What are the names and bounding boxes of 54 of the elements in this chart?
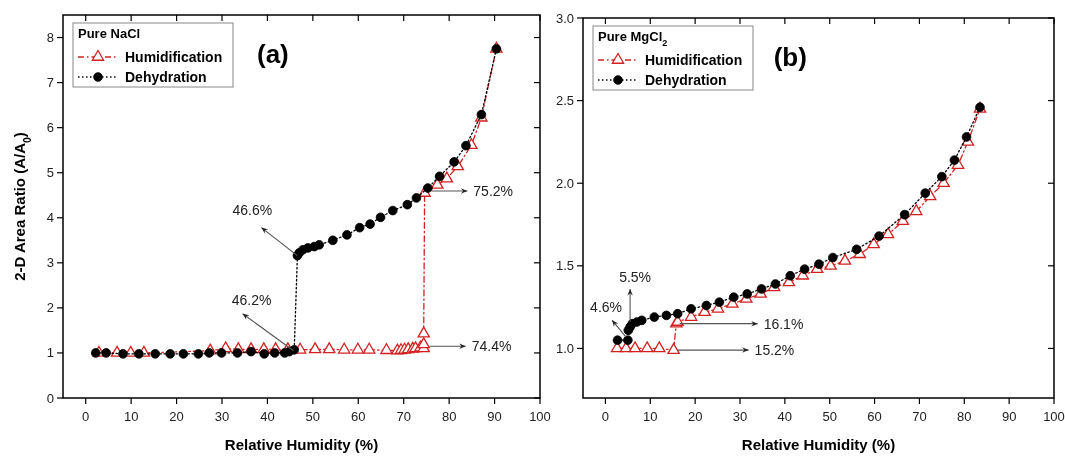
y-tick-label: 3.0 [555, 10, 574, 26]
x-tick-label: 50 [305, 409, 321, 424]
x-tick-label: 50 [822, 409, 837, 424]
legend-label: Dehydration [645, 71, 727, 88]
y-tick-label: 1.5 [555, 258, 574, 274]
annotation: 15.2% [754, 341, 795, 358]
y-tick-label: 1 [46, 345, 54, 361]
x-tick-label: 60 [867, 409, 882, 424]
x-tick-label: 0 [82, 409, 90, 424]
y-tick-label: 2.0 [555, 175, 574, 191]
y-tick-label: 2.5 [555, 93, 574, 109]
annotation: 5.5% [619, 268, 652, 285]
y-tick-label: 6 [46, 120, 54, 136]
x-tick-label: 70 [912, 409, 927, 424]
x-tick-label: 80 [441, 409, 457, 424]
y-tick-label: 8 [46, 30, 54, 46]
text: (a) [256, 39, 289, 69]
x-tick-label: 20 [687, 409, 703, 424]
text: (b) [773, 42, 807, 72]
x-tick-label: 100 [1043, 409, 1065, 424]
annotation: 74.4% [471, 338, 512, 355]
y-tick-label: 1.0 [555, 340, 574, 356]
x-axis-title: Relative Humidity (%) [224, 436, 379, 453]
y-tick-label: 7 [46, 75, 54, 91]
y-tick-label: 3 [46, 255, 54, 271]
x-tick-label: 40 [777, 409, 793, 424]
legend-label: Dehydration [125, 68, 207, 85]
x-tick-label: 90 [1001, 409, 1017, 424]
x-tick-label: 20 [169, 409, 184, 424]
y-tick-label: 4 [46, 210, 54, 226]
y-tick-label: 2 [46, 300, 54, 316]
legend-label: Humidification [125, 48, 223, 65]
x-tick-label: 100 [529, 409, 551, 424]
y-tick-label: 5 [46, 165, 54, 181]
legend-title: Pure MgCl$_{2}$ [598, 29, 668, 48]
x-tick-label: 70 [396, 409, 411, 424]
x-tick-label: 60 [351, 409, 366, 424]
annotation: 46.6% [232, 201, 273, 218]
x-tick-label: 30 [732, 409, 748, 424]
annotation: 75.2% [473, 182, 514, 199]
x-tick-label: 30 [214, 409, 230, 424]
legend-title: Pure NaCl [78, 26, 141, 41]
x-tick-label: 10 [643, 409, 658, 424]
x-tick-label: 90 [487, 409, 502, 424]
x-tick-label: 40 [260, 409, 275, 424]
x-tick-label: 10 [123, 409, 139, 424]
annotation: 16.1% [763, 315, 804, 332]
annotation: 4.6% [590, 299, 623, 316]
x-axis-title: Relative Humidity (%) [741, 436, 896, 453]
x-tick-label: 80 [957, 409, 972, 424]
legend-label: Humidification [645, 51, 743, 68]
x-tick-label: 0 [601, 409, 610, 424]
y-tick-label: 0 [46, 390, 54, 406]
annotation: 46.2% [231, 291, 272, 308]
